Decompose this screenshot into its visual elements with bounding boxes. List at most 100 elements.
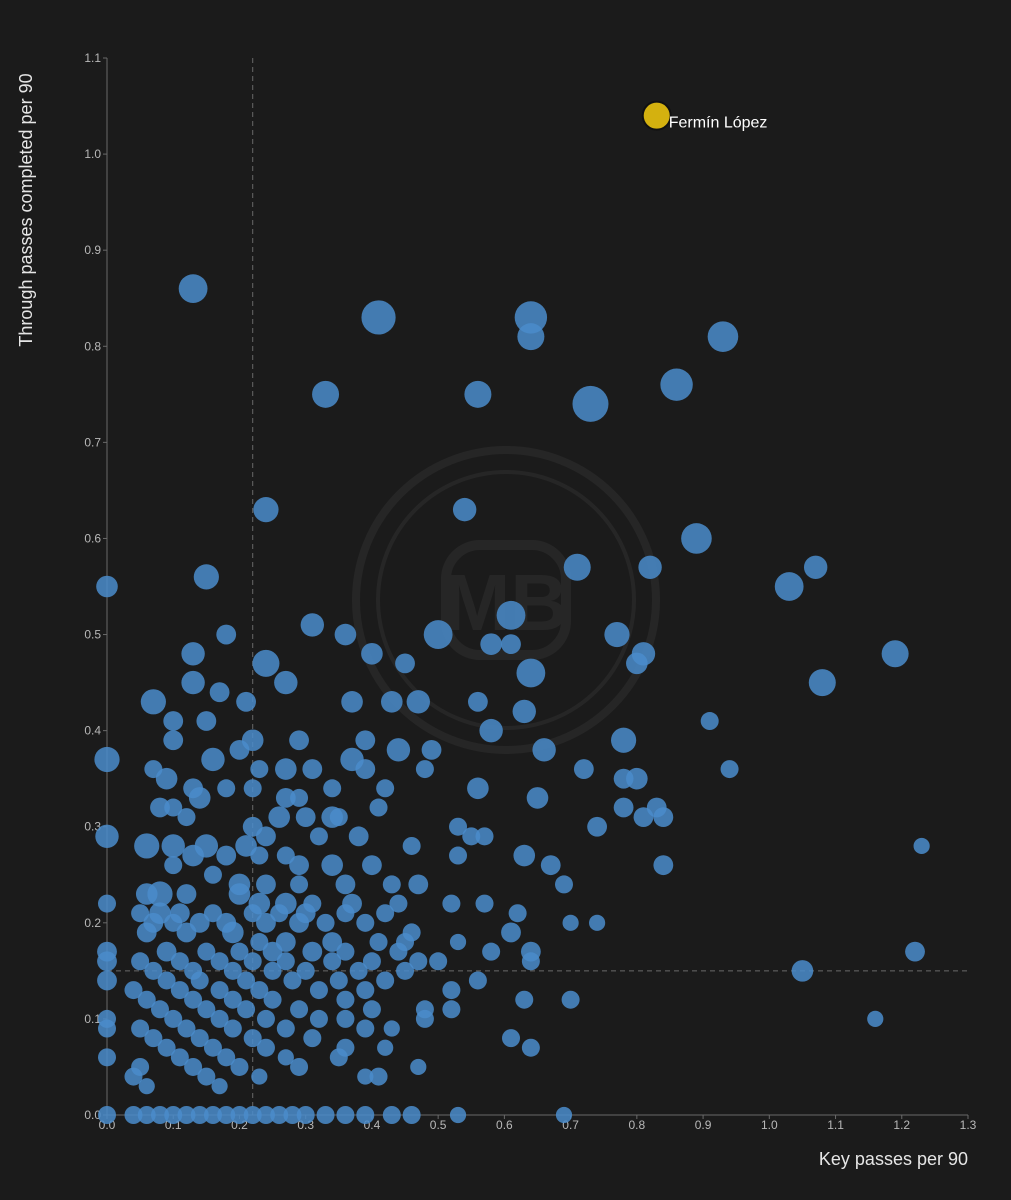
- data-point: [256, 874, 276, 895]
- data-point: [573, 759, 594, 779]
- data-point: [228, 883, 251, 905]
- data-point: [336, 904, 355, 923]
- y-tick-label: 0.6: [84, 531, 101, 545]
- data-point: [230, 1057, 249, 1076]
- data-point: [243, 1029, 262, 1048]
- data-point: [589, 914, 606, 931]
- data-point: [321, 854, 343, 876]
- data-point: [653, 855, 674, 876]
- data-point: [182, 844, 204, 867]
- highlight-group: Fermín López: [641, 100, 768, 132]
- data-point: [290, 1000, 309, 1019]
- data-point: [170, 952, 189, 971]
- data-point: [376, 904, 395, 923]
- data-point: [223, 961, 242, 980]
- data-point: [250, 760, 269, 779]
- data-point: [300, 613, 325, 637]
- data-point: [223, 1019, 242, 1038]
- data-point: [336, 1106, 355, 1124]
- data-point: [210, 952, 229, 971]
- data-point: [268, 806, 291, 828]
- data-point: [376, 779, 395, 798]
- data-point: [274, 670, 298, 695]
- x-tick-label: 1.3: [960, 1118, 977, 1132]
- x-axis-title: Key passes per 90: [819, 1149, 968, 1169]
- data-point: [562, 914, 579, 931]
- data-point: [395, 653, 415, 674]
- data-point: [283, 1106, 302, 1124]
- data-point: [296, 1106, 315, 1124]
- data-point: [176, 884, 197, 904]
- data-point: [157, 971, 176, 990]
- data-point: [150, 1106, 169, 1124]
- data-point: [369, 933, 388, 952]
- data-point: [791, 960, 814, 982]
- data-point: [415, 1009, 434, 1028]
- data-point: [382, 1106, 401, 1124]
- data-point: [283, 971, 302, 990]
- data-point: [251, 1068, 268, 1085]
- data-point: [329, 808, 348, 827]
- data-point: [561, 990, 580, 1009]
- data-point: [150, 797, 170, 818]
- data-point: [467, 691, 488, 712]
- data-point: [177, 1106, 196, 1124]
- data-point: [134, 833, 160, 859]
- x-tick-label: 1.1: [827, 1118, 844, 1132]
- data-point: [514, 301, 548, 334]
- data-point: [302, 759, 323, 779]
- data-point: [508, 904, 527, 923]
- data-point: [475, 894, 494, 913]
- data-point: [302, 941, 323, 962]
- data-point: [98, 894, 116, 913]
- data-point: [253, 497, 279, 523]
- data-point: [341, 691, 363, 713]
- data-point: [611, 727, 637, 753]
- data-point: [170, 981, 189, 1000]
- data-point: [638, 555, 662, 579]
- data-point: [409, 952, 428, 971]
- data-point: [230, 1106, 249, 1124]
- data-point: [270, 1106, 289, 1124]
- data-point: [250, 846, 269, 865]
- data-point: [502, 1029, 521, 1048]
- data-point: [289, 730, 309, 751]
- data-point: [177, 1019, 196, 1038]
- data-point: [380, 691, 403, 713]
- data-point: [137, 990, 156, 1009]
- data-point: [322, 932, 343, 952]
- data-point: [203, 865, 222, 884]
- data-point: [323, 779, 342, 798]
- data-point: [237, 971, 256, 990]
- y-tick-label: 1.0: [84, 147, 101, 161]
- data-point: [720, 760, 739, 779]
- data-point: [362, 855, 382, 876]
- data-point: [216, 624, 237, 645]
- data-point: [905, 941, 925, 962]
- data-point: [96, 575, 118, 598]
- data-point: [867, 1010, 884, 1028]
- y-tick-label: 0.9: [84, 243, 101, 257]
- data-point: [222, 921, 244, 944]
- data-point: [252, 649, 280, 677]
- data-point: [402, 1106, 421, 1124]
- y-tick-label: 0.1: [84, 1012, 101, 1026]
- data-point: [449, 933, 467, 951]
- data-point: [178, 274, 208, 304]
- highlight-label: Fermín López: [669, 115, 768, 132]
- data-point: [188, 787, 211, 809]
- data-point: [263, 990, 282, 1009]
- data-point: [256, 1009, 275, 1028]
- data-point: [467, 777, 489, 800]
- data-point: [406, 690, 430, 714]
- data-point: [415, 760, 434, 779]
- data-point: [540, 855, 561, 876]
- data-point: [572, 385, 609, 422]
- data-point: [97, 970, 117, 991]
- data-point: [176, 922, 197, 943]
- data-point: [223, 990, 242, 1009]
- data-point: [389, 942, 408, 961]
- data-point: [355, 730, 376, 751]
- data-point: [164, 913, 183, 932]
